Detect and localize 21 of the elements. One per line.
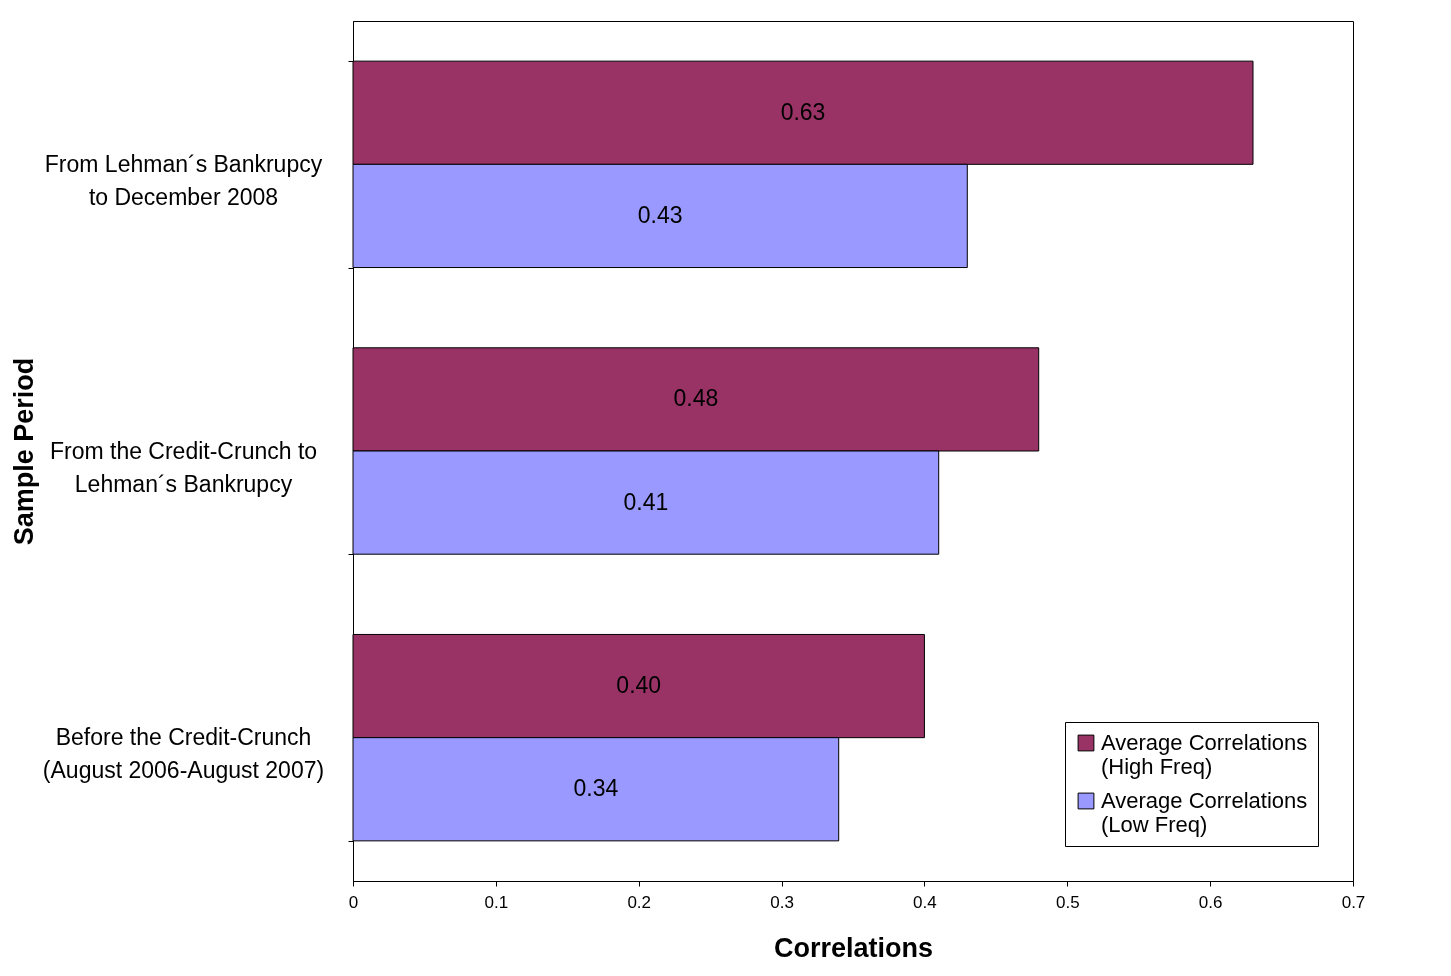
y-tick-label: From Lehman´s Bankrupcy to December 2008 [44,150,323,210]
x-tick-label: 0.3 [770,892,794,912]
x-tick-label: 0.2 [627,892,652,912]
data-label: 0.43 [637,201,683,228]
data-label: 0.41 [623,488,669,515]
legend-label: Average Correlations (Low Freq) [1101,788,1308,837]
x-tick-label: 0.4 [913,892,937,912]
y-axis-title: Sample Period [8,357,39,546]
x-tick-label: 0.7 [1341,892,1366,912]
data-label: 0.48 [673,385,719,412]
y-tick-label: From the Credit-Crunch to Lehman´s Bankrupcy [49,437,318,497]
x-tick-label: 0 [348,892,359,912]
x-axis-title: Correlations [773,932,934,963]
data-label: 0.63 [780,98,826,125]
x-tick-label: 0.5 [1055,892,1080,912]
legend-label: Average Correlations (High Freq) [1101,730,1308,779]
y-tick-label: Before the Credit-Crunch (August 2006-August 2007) [42,724,325,784]
data-label: 0.34 [573,775,619,802]
x-tick-label: 0.6 [1198,892,1223,912]
data-label: 0.40 [616,672,662,699]
x-tick-label: 0.1 [484,892,509,912]
